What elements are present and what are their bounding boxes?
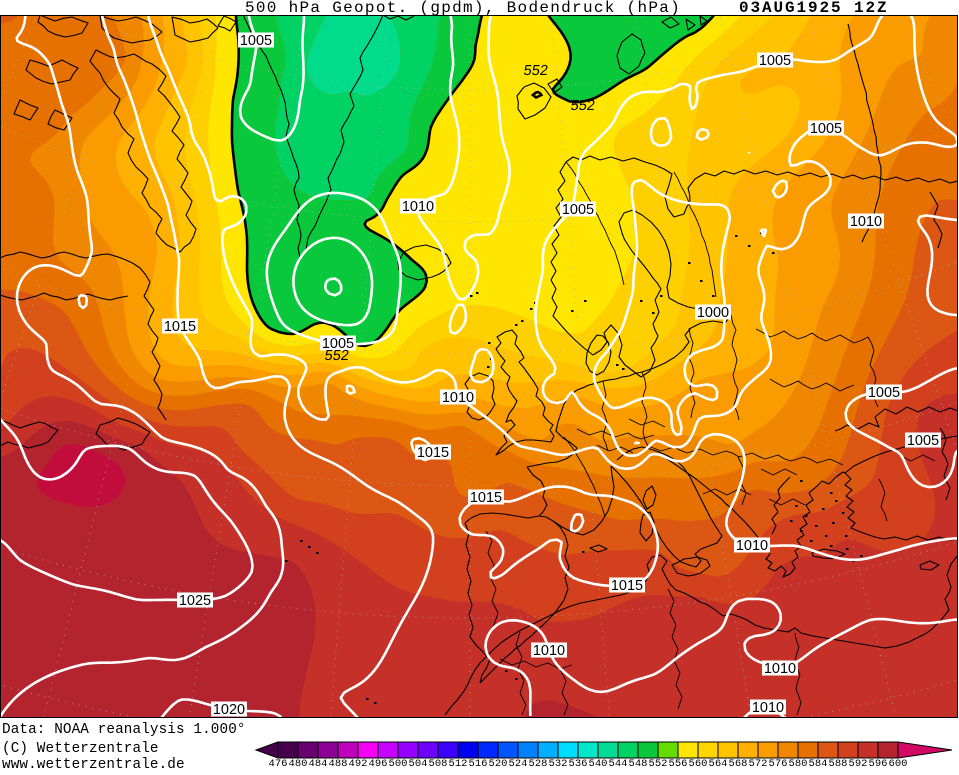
svg-text:588: 588 <box>829 758 848 770</box>
svg-text:1015: 1015 <box>164 319 196 335</box>
svg-text:504: 504 <box>409 758 428 770</box>
svg-text:1010: 1010 <box>442 390 474 406</box>
svg-text:516: 516 <box>469 758 488 770</box>
svg-text:1015: 1015 <box>470 490 502 506</box>
svg-text:584: 584 <box>809 758 828 770</box>
svg-text:1010: 1010 <box>764 661 796 677</box>
svg-text:568: 568 <box>729 758 748 770</box>
svg-text:500: 500 <box>389 758 408 770</box>
svg-text:1010: 1010 <box>402 199 434 215</box>
svg-text:(C) Wetterzentrale: (C) Wetterzentrale <box>2 741 159 757</box>
svg-text:564: 564 <box>709 758 728 770</box>
svg-text:508: 508 <box>429 758 448 770</box>
svg-text:1005: 1005 <box>759 53 791 69</box>
svg-text:552: 552 <box>324 348 350 364</box>
svg-text:544: 544 <box>609 758 628 770</box>
svg-text:532: 532 <box>549 758 568 770</box>
svg-text:03AUG1925 12Z: 03AUG1925 12Z <box>739 0 889 17</box>
svg-text:1015: 1015 <box>417 445 449 461</box>
svg-text:1025: 1025 <box>179 593 211 609</box>
svg-text:548: 548 <box>629 758 648 770</box>
svg-text:www.wetterzentrale.de: www.wetterzentrale.de <box>2 757 185 770</box>
svg-text:1015: 1015 <box>611 578 643 594</box>
svg-text:556: 556 <box>669 758 688 770</box>
svg-text:1010: 1010 <box>736 538 768 554</box>
svg-text:1010: 1010 <box>850 214 882 230</box>
svg-text:1005: 1005 <box>810 121 842 137</box>
svg-text:572: 572 <box>749 758 768 770</box>
svg-text:1000: 1000 <box>697 305 729 321</box>
svg-text:Data: NOAA reanalysis 1.000°: Data: NOAA reanalysis 1.000° <box>2 722 246 738</box>
svg-text:540: 540 <box>589 758 608 770</box>
svg-text:484: 484 <box>309 758 328 770</box>
svg-text:552: 552 <box>523 63 549 79</box>
svg-text:512: 512 <box>449 758 468 770</box>
svg-text:492: 492 <box>349 758 368 770</box>
svg-text:1005: 1005 <box>322 336 354 352</box>
svg-text:524: 524 <box>509 758 528 770</box>
svg-text:576: 576 <box>769 758 788 770</box>
svg-text:552: 552 <box>649 758 668 770</box>
svg-text:480: 480 <box>289 758 308 770</box>
svg-text:580: 580 <box>789 758 808 770</box>
svg-text:528: 528 <box>529 758 548 770</box>
svg-text:500 hPa Geopot. (gpdm), Bodend: 500 hPa Geopot. (gpdm), Bodendruck (hPa) <box>245 0 681 17</box>
svg-text:1010: 1010 <box>752 700 784 716</box>
svg-text:596: 596 <box>869 758 888 770</box>
svg-text:496: 496 <box>369 758 388 770</box>
svg-text:1005: 1005 <box>240 33 272 49</box>
svg-text:488: 488 <box>329 758 348 770</box>
svg-text:1005: 1005 <box>562 202 594 218</box>
svg-text:536: 536 <box>569 758 588 770</box>
svg-text:1005: 1005 <box>868 385 900 401</box>
svg-text:552: 552 <box>570 98 596 114</box>
svg-text:592: 592 <box>849 758 868 770</box>
svg-text:600: 600 <box>889 758 908 770</box>
svg-text:1010: 1010 <box>533 643 565 659</box>
svg-text:1020: 1020 <box>213 702 245 718</box>
svg-text:520: 520 <box>489 758 508 770</box>
svg-text:1005: 1005 <box>907 433 939 449</box>
svg-text:476: 476 <box>269 758 288 770</box>
svg-text:560: 560 <box>689 758 708 770</box>
